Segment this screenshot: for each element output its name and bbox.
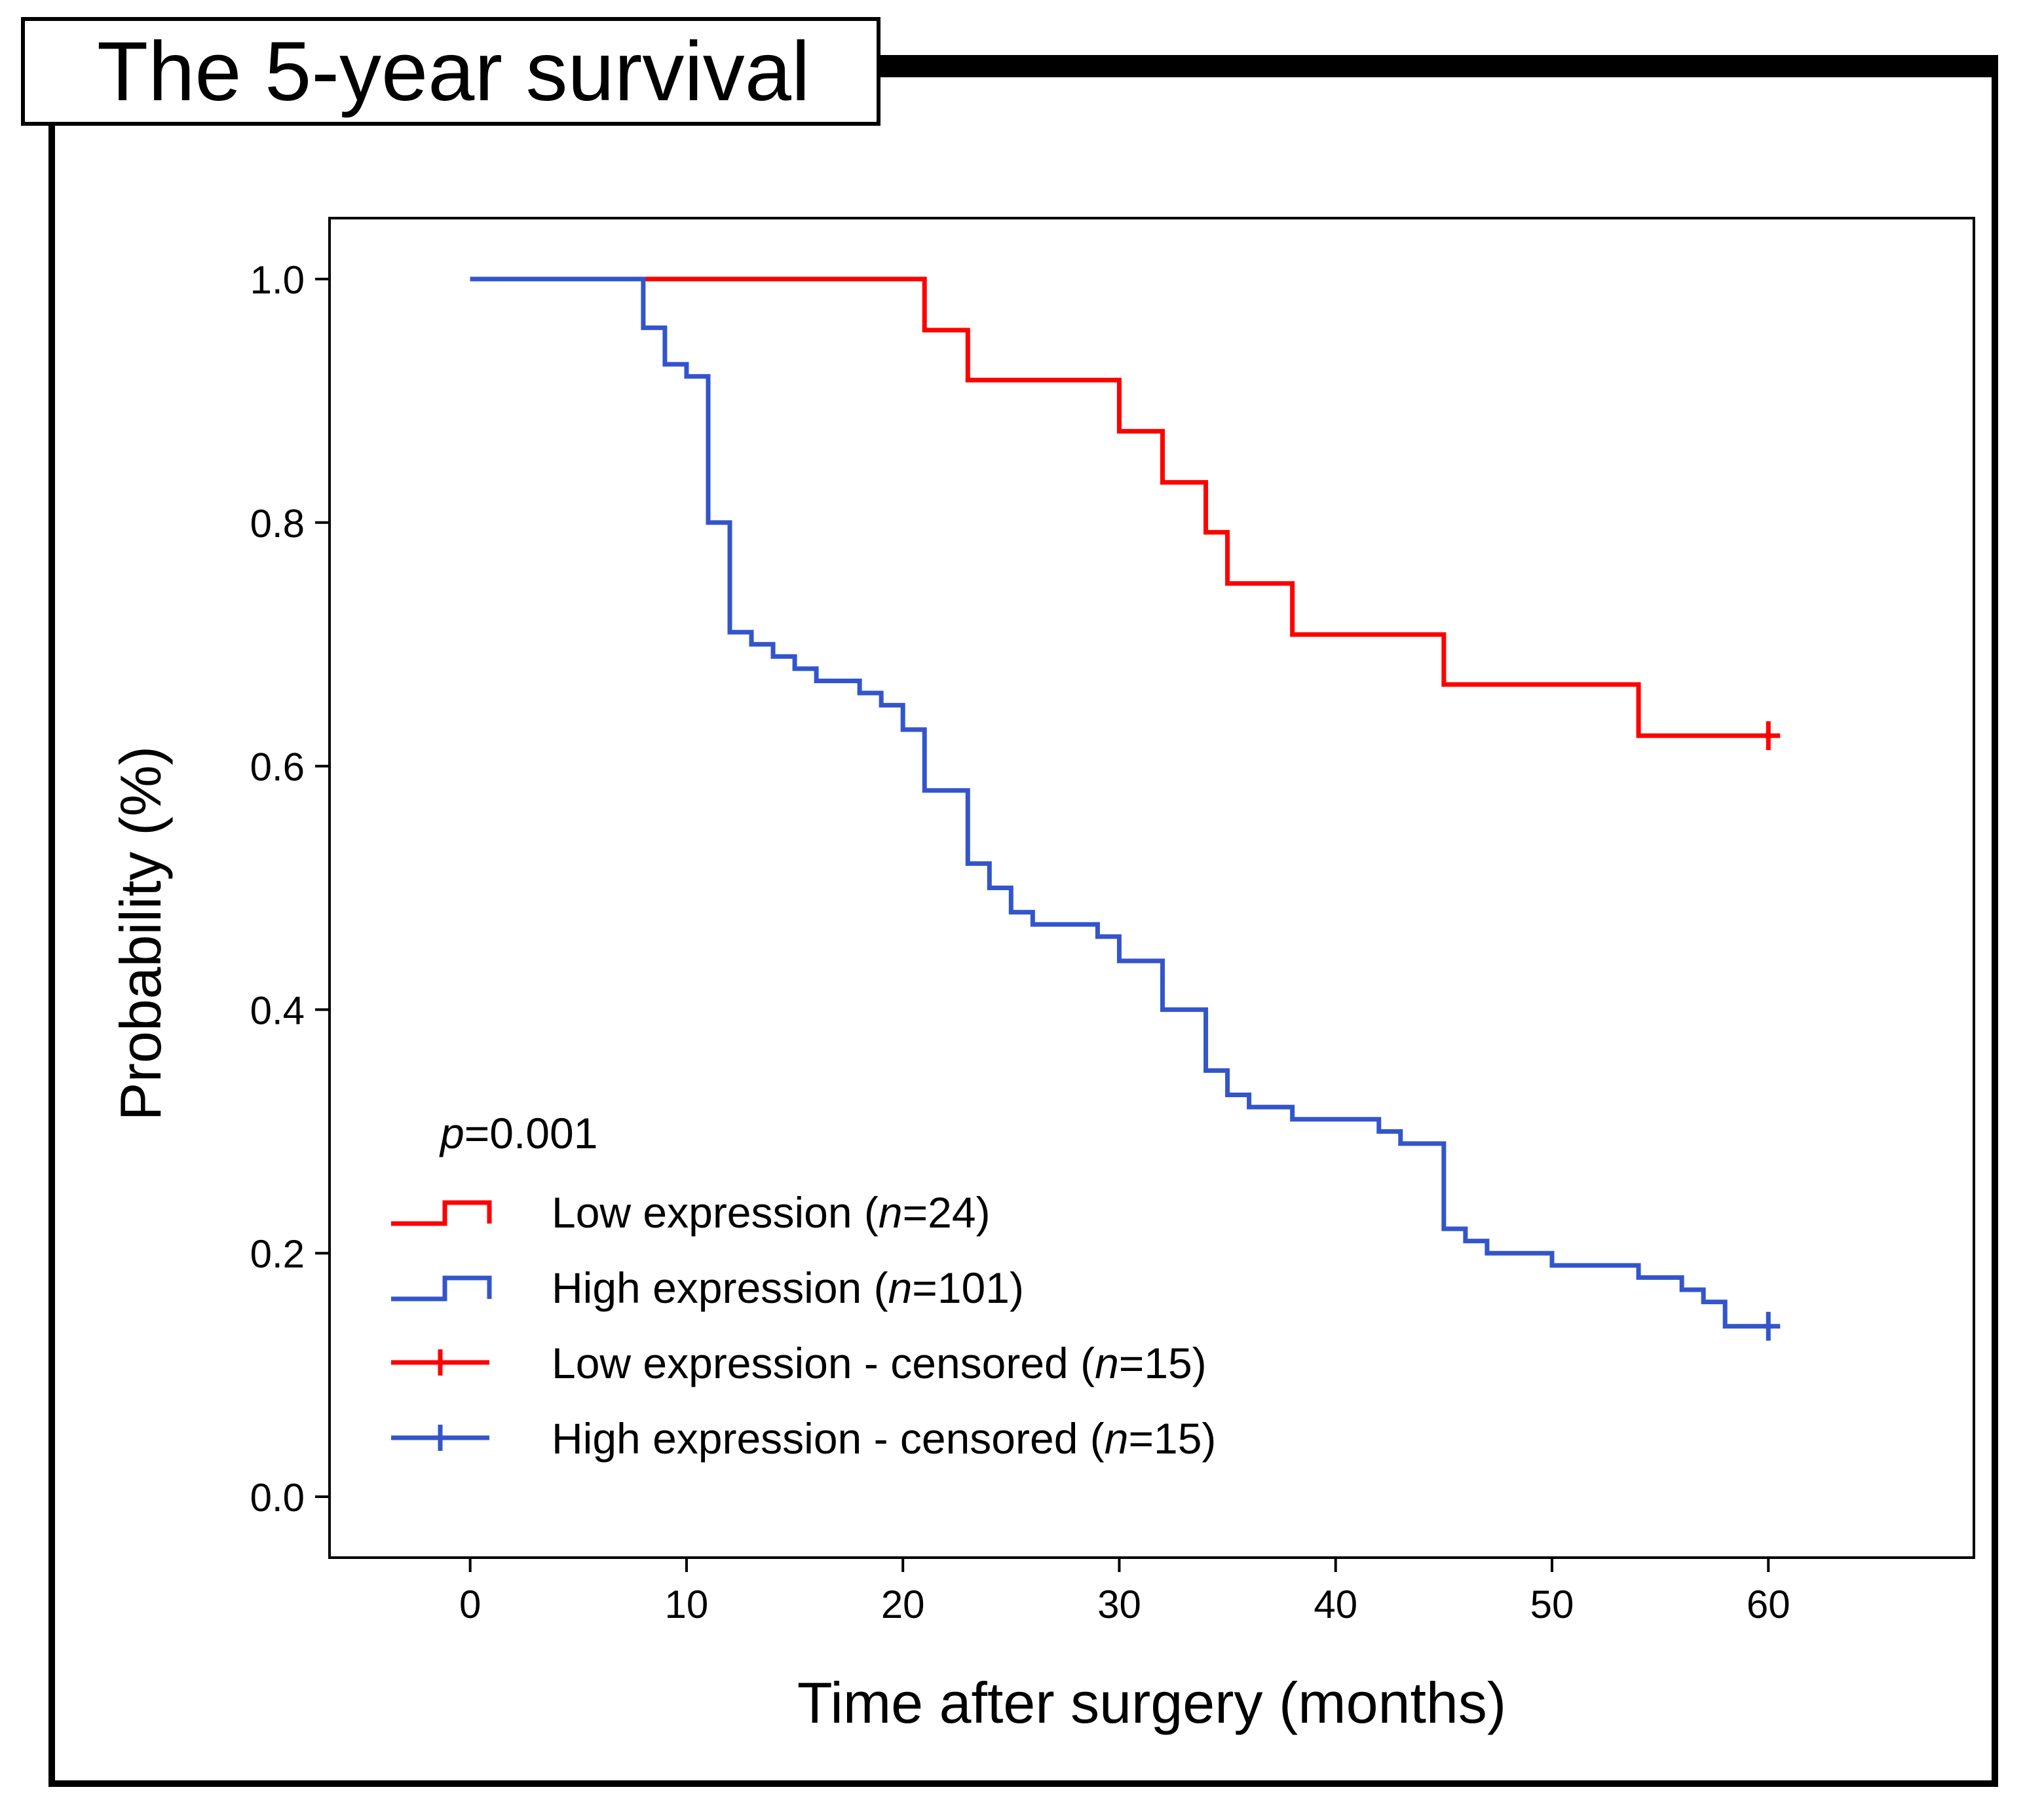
high-expression-legend-swatch: [391, 1275, 492, 1302]
censored-legend-label: High expression - censored (n=15): [552, 1414, 1216, 1463]
x-tick-label: 20: [881, 1583, 925, 1626]
y-tick-label: 1.0: [250, 258, 305, 302]
y-tick-label: 0.6: [250, 745, 305, 789]
panel-title: The 5-year survival: [97, 24, 810, 119]
x-tick-label: 50: [1530, 1583, 1574, 1626]
title-box: The 5-year survival: [21, 17, 880, 126]
p-value-text: =0.001: [464, 1109, 598, 1157]
y-tick-label: 0.0: [250, 1476, 305, 1520]
series-layer: [470, 276, 1781, 1341]
x-tick-label: 30: [1097, 1583, 1141, 1626]
y-tick-label: 0.8: [250, 502, 305, 546]
p-value-annotation: p=0.001: [439, 1109, 597, 1157]
low-expression-legend-label: Low expression (n=24): [552, 1188, 991, 1237]
y-axis-title: Probability (%): [108, 746, 173, 1121]
legend: Low expression (n=24) High expression (n=…: [391, 1188, 1216, 1463]
x-tick-label: 10: [665, 1583, 709, 1626]
y-tick-label: 0.4: [250, 988, 305, 1032]
x-tick-label: 60: [1747, 1583, 1790, 1626]
y-tick-label: 0.2: [250, 1232, 305, 1276]
high-expression-curve: [470, 276, 1769, 1329]
x-tick-label: 40: [1314, 1583, 1357, 1626]
high-expression-legend-label: High expression (n=101): [552, 1264, 1024, 1312]
x-axis-title: Time after surgery (months): [797, 1670, 1506, 1735]
low-expression-curve: [470, 276, 1769, 738]
x-axis: 0 10 20 30 40 50 60: [459, 1558, 1790, 1626]
censored-legend-label: Low expression - censored (n=15): [552, 1339, 1207, 1387]
y-axis: 0.0 0.2 0.4 0.6 0.8 1.0: [250, 258, 330, 1520]
p-symbol: p: [439, 1109, 464, 1157]
x-tick-label: 0: [459, 1583, 481, 1626]
plot-area-border: [328, 217, 1975, 1559]
low-expression-legend-swatch: [391, 1200, 492, 1226]
